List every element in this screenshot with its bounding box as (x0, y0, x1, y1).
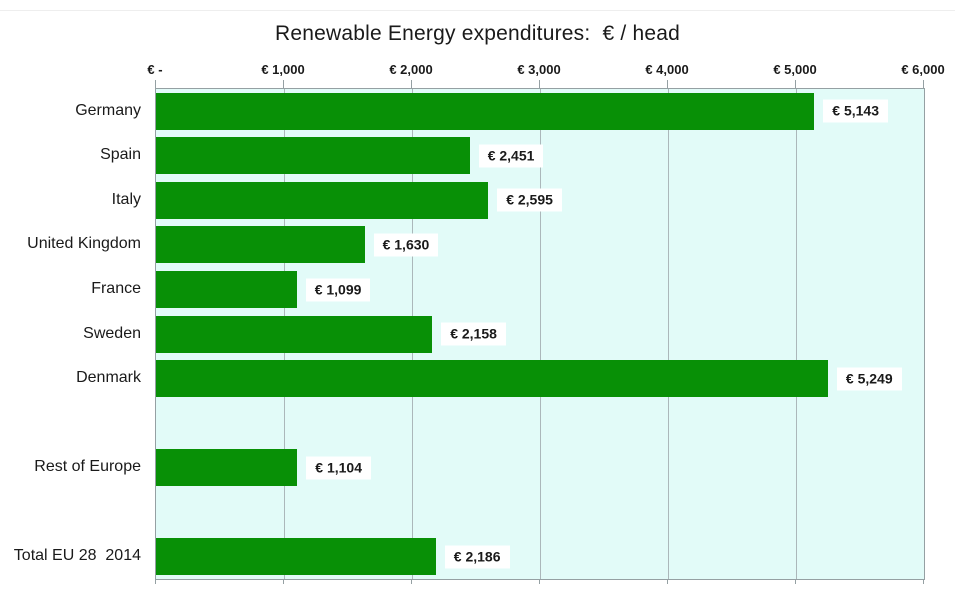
value-label: € 1,104 (306, 456, 372, 480)
value-label: € 2,451 (478, 144, 544, 168)
category-label: Rest of Europe (34, 458, 141, 476)
axis-tick-bottom (923, 578, 924, 584)
value-label: € 5,143 (823, 99, 889, 123)
gridline (539, 89, 541, 579)
axis-tick-bottom (539, 578, 540, 584)
axis-tick-bottom (795, 578, 796, 584)
axis-tick-top (283, 80, 284, 88)
value-label: € 5,249 (836, 367, 902, 390)
category-label: Total EU 28 2014 (13, 547, 141, 565)
axis-tick-top (923, 80, 924, 88)
category-label: United Kingdom (27, 235, 141, 253)
x-tick-label: € - (147, 62, 163, 77)
axis-tick-top (155, 80, 156, 88)
x-tick-label: € 3,000 (517, 62, 561, 77)
chart-title: Renewable Energy expenditures: € / head (275, 22, 680, 45)
plot-area: € 5,143 € 2,451 € 2,595 € 1,630 € 1,099 € 2,1… (155, 88, 925, 580)
axis-tick-bottom (411, 578, 412, 584)
value-label: € 2,595 (497, 188, 562, 212)
x-tick-label: € 2,000 (389, 62, 433, 77)
axis-tick-bottom (155, 578, 156, 584)
page-top-divider (0, 10, 955, 11)
gridline (667, 89, 669, 579)
value-label: € 1,099 (305, 278, 371, 301)
gridline (795, 89, 797, 579)
axis-tick-top (795, 80, 796, 88)
bar (156, 92, 815, 130)
category-label: Sweden (83, 324, 141, 342)
category-label: Denmark (76, 369, 141, 386)
axis-tick-top (411, 80, 412, 88)
category-label: Italy (111, 190, 141, 208)
bar (156, 271, 297, 308)
value-label: € 2,186 (444, 545, 510, 569)
bar (156, 181, 489, 219)
bar (156, 449, 298, 487)
category-label: France (91, 280, 141, 297)
value-label: € 2,158 (441, 322, 506, 346)
bar (156, 137, 470, 175)
category-label: Germany (75, 101, 141, 119)
bar (156, 226, 365, 264)
x-tick-label: € 5,000 (773, 62, 817, 77)
axis-tick-top (667, 80, 668, 88)
category-label: Spain (100, 146, 141, 164)
axis-tick-top (539, 80, 540, 88)
axis-tick-bottom (667, 578, 668, 584)
bar (156, 315, 433, 353)
x-tick-label: € 6,000 (901, 62, 945, 77)
value-label: € 1,630 (373, 233, 439, 257)
bar (156, 360, 828, 397)
x-tick-label: € 4,000 (645, 62, 689, 77)
axis-tick-bottom (283, 578, 284, 584)
bar (156, 538, 436, 576)
x-tick-label: € 1,000 (261, 62, 305, 77)
